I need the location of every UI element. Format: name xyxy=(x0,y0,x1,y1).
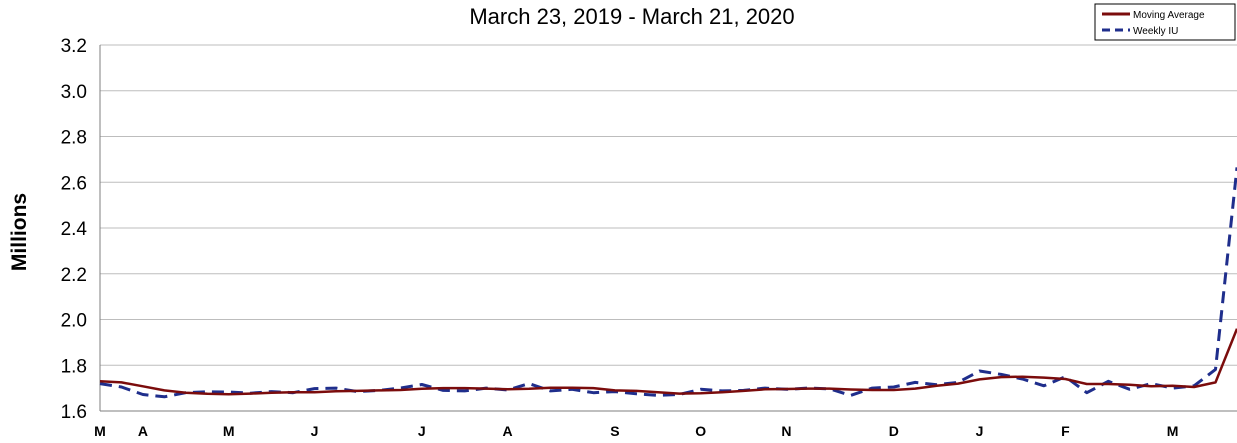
x-tick-label: M xyxy=(94,423,106,439)
x-tick-label: F xyxy=(1061,423,1070,439)
y-tick-label: 2.0 xyxy=(61,311,87,332)
x-tick-label: S xyxy=(610,423,619,439)
x-tick-label: J xyxy=(418,423,426,439)
y-tick-label: 2.8 xyxy=(61,128,87,149)
series-line-moving-average xyxy=(99,328,1237,396)
y-axis-label: Millions xyxy=(8,193,31,271)
legend-box xyxy=(1094,3,1236,41)
x-tick-label: O xyxy=(695,423,706,439)
series-layer xyxy=(99,167,1237,399)
legend-label-moving-average: Moving Average xyxy=(1133,10,1205,21)
legend: Moving Average Weekly IU xyxy=(1094,3,1236,41)
grid-lines xyxy=(100,44,1237,366)
chart-title: March 23, 2019 - March 21, 2020 xyxy=(469,4,794,29)
y-axis-ticks: 1.6 1.8 2.0 2.2 2.4 2.6 2.8 3.0 3.2 xyxy=(61,36,88,423)
y-tick-label: 1.8 xyxy=(61,356,87,377)
legend-label-weekly-iu: Weekly IU xyxy=(1133,26,1178,37)
x-tick-label: M xyxy=(223,423,235,439)
y-tick-label: 2.6 xyxy=(61,173,87,194)
y-tick-label: 3.0 xyxy=(61,82,87,103)
x-tick-label: N xyxy=(781,423,791,439)
y-tick-label: 2.4 xyxy=(61,219,88,240)
x-tick-label: J xyxy=(311,423,319,439)
x-tick-label: M xyxy=(1167,423,1179,439)
y-tick-label: 2.2 xyxy=(61,265,87,286)
series-line-weekly-iu xyxy=(99,167,1237,399)
x-tick-label: D xyxy=(889,423,899,439)
y-tick-label: 1.6 xyxy=(61,402,87,423)
x-tick-label: A xyxy=(138,423,148,439)
x-tick-label: J xyxy=(976,423,984,439)
y-tick-label: 3.2 xyxy=(61,36,87,57)
x-tick-label: A xyxy=(503,423,513,439)
